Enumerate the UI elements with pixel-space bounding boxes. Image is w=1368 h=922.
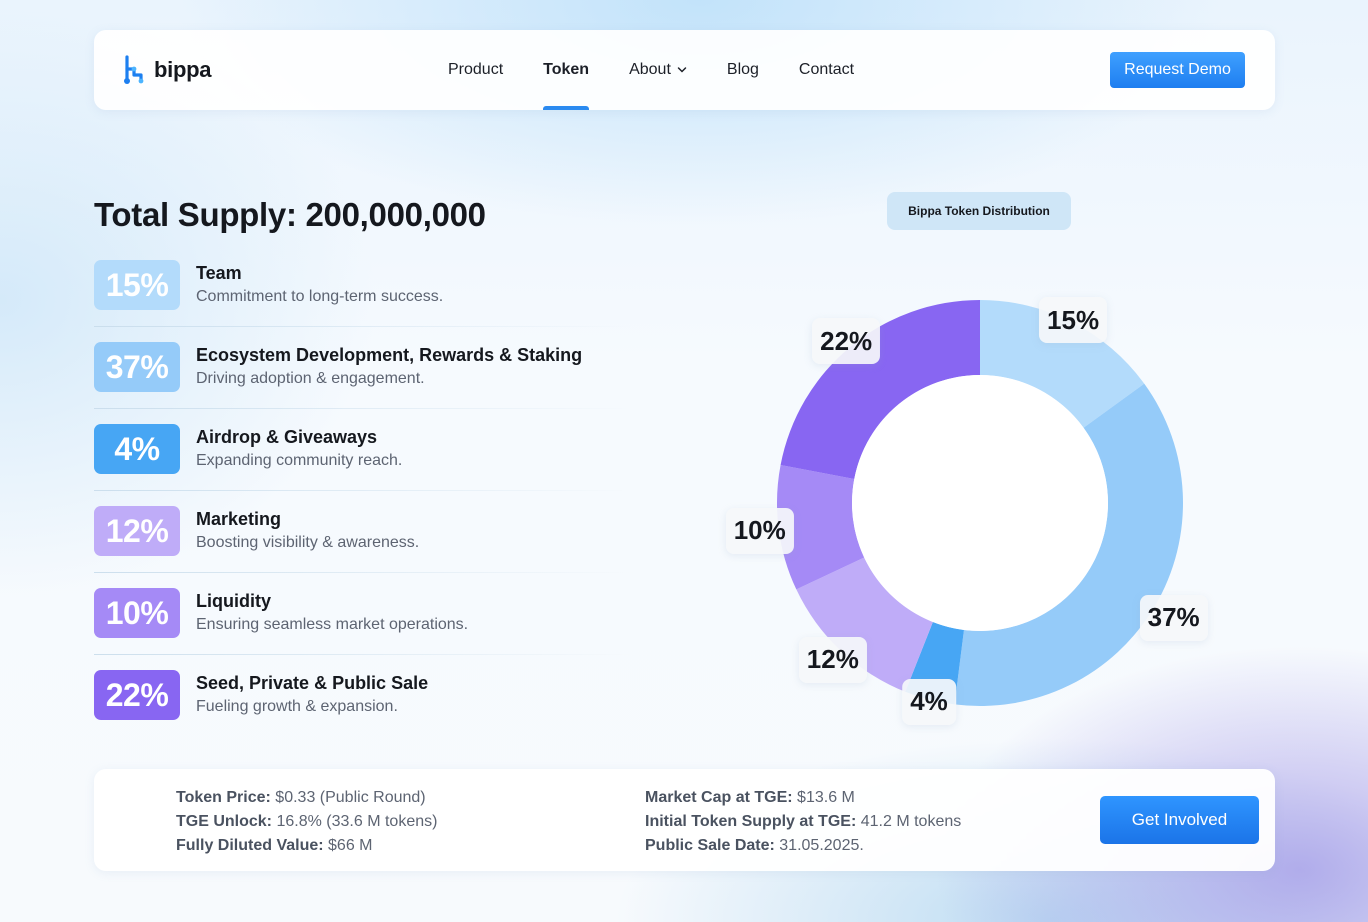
allocation-item: 10% Liquidity Ensuring seamless market op… [94,588,634,670]
nav-item-blog[interactable]: Blog [727,30,759,110]
allocation-item: 22% Seed, Private & Public Sale Fueling g… [94,670,634,752]
info-key: TGE Unlock: [176,813,273,830]
info-value: $66 M [328,837,373,854]
info-key: Fully Diluted Value: [176,837,324,854]
donut-slice [777,464,865,590]
percent-badge: 37% [94,342,180,392]
slice-label: 10% [725,507,794,554]
allocation-list: 15% Team Commitment to long-term success.… [94,260,634,752]
donut-slice [796,557,933,692]
bippa-logo-icon [124,55,144,84]
allocation-desc: Boosting visibility & awareness. [196,534,420,551]
allocation-item: 15% Team Commitment to long-term success. [94,260,634,342]
donut-slice [980,300,1145,428]
allocation-name: Ecosystem Development, Rewards & Staking [196,345,583,365]
nav-item-label: Blog [726,61,759,78]
nav-item-label: Product [448,61,504,78]
top-navbar: bippa Product Token About Blog Contact R… [94,30,1275,110]
info-row: Fully Diluted Value: $66 M [176,834,437,858]
info-row: Public Sale Date: 31.05.2025. [645,834,961,858]
allocation-desc: Ensuring seamless market operations. [196,616,469,633]
info-row: Token Price: $0.33 (Public Round) [176,786,437,810]
donut-chart [777,300,1183,706]
allocation-item: 4% Airdrop & Giveaways Expanding communit… [94,424,634,506]
donut-slice [780,300,980,480]
nav-item-product[interactable]: Product [448,30,503,110]
slice-label: 22% [812,318,881,365]
allocation-item: 37% Ecosystem Development, Rewards & Sta… [94,342,634,424]
info-row: TGE Unlock: 16.8% (33.6 M tokens) [176,810,437,834]
chevron-down-icon [677,67,687,73]
token-info-left: Token Price: $0.33 (Public Round) TGE Un… [176,786,437,858]
percent-badge: 10% [94,588,180,638]
nav-item-about[interactable]: About [629,30,687,110]
info-value: 16.8% (33.6 M tokens) [276,813,438,830]
donut-hole [852,375,1108,631]
allocation-name: Airdrop & Giveaways [196,427,378,447]
info-key: Public Sale Date: [645,837,775,854]
info-row: Initial Token Supply at TGE: 41.2 M toke… [645,810,961,834]
brand-name: bippa [154,57,212,82]
nav-item-label: About [629,61,671,78]
allocation-desc: Commitment to long-term success. [196,288,444,305]
slice-label: 4% [902,678,956,725]
token-info-right: Market Cap at TGE: $13.6 M Initial Token… [645,786,961,858]
donut-slice [954,383,1183,706]
page-title: Total Supply: 200,000,000 [94,196,486,233]
nav-item-label: Token [543,61,590,78]
percent-badge: 15% [94,260,180,310]
allocation-name: Seed, Private & Public Sale [196,673,429,693]
get-involved-button[interactable]: Get Involved [1100,796,1259,844]
request-demo-button[interactable]: Request Demo [1110,52,1245,88]
allocation-desc: Driving adoption & engagement. [196,370,425,387]
info-value: 41.2 M tokens [860,813,962,830]
chart-title: Bippa Token Distribution [887,192,1071,230]
allocation-name: Team [196,263,242,283]
nav-item-label: Contact [798,61,855,78]
info-value: $0.33 (Public Round) [275,789,426,806]
token-info-panel: Token Price: $0.33 (Public Round) TGE Un… [94,769,1275,871]
nav-item-token[interactable]: Token [543,30,589,110]
allocation-name: Liquidity [196,591,271,611]
info-row: Market Cap at TGE: $13.6 M [645,786,961,810]
allocation-desc: Fueling growth & expansion. [196,698,398,715]
nav-menu: Product Token About Blog Contact [448,30,894,110]
info-key: Initial Token Supply at TGE: [645,813,857,830]
slice-label: 12% [798,636,867,683]
slice-label: 37% [1139,594,1208,641]
nav-item-contact[interactable]: Contact [799,30,854,110]
brand-logo[interactable]: bippa [122,55,211,85]
info-value: 31.05.2025. [779,837,864,854]
token-distribution-chart: 15% 37% 4% 12% 10% 22% [700,250,1260,750]
allocation-item: 12% Marketing Boosting visibility & aware… [94,506,634,588]
slice-label: 15% [1039,297,1108,344]
allocation-desc: Expanding community reach. [196,452,403,469]
info-key: Market Cap at TGE: [645,789,793,806]
percent-badge: 12% [94,506,180,556]
info-key: Token Price: [176,789,271,806]
allocation-name: Marketing [196,509,282,529]
percent-badge: 4% [94,424,180,474]
info-value: $13.6 M [797,789,855,806]
percent-badge: 22% [94,670,180,720]
